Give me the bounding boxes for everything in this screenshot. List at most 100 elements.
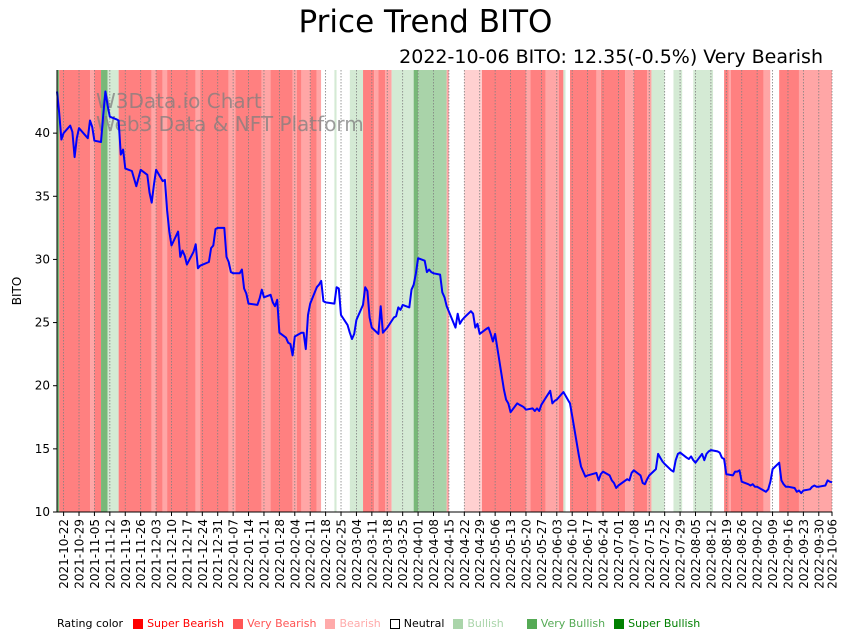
rating-band — [569, 70, 597, 512]
x-tick-label: 2022-06-10 — [566, 519, 580, 589]
y-tick-label: 35 — [35, 189, 50, 203]
x-tick-label: 2022-06-24 — [597, 519, 611, 589]
rating-band — [57, 70, 60, 512]
y-axis-label: BITO — [10, 277, 24, 306]
x-tick-label: 2022-02-04 — [288, 519, 302, 589]
x-tick-label: 2021-12-17 — [180, 519, 194, 589]
price-series — [56, 90, 833, 495]
rating-band — [162, 70, 168, 512]
x-tick-label: 2022-02-25 — [335, 519, 349, 589]
rating-band — [730, 70, 764, 512]
rating-band — [195, 70, 201, 512]
rating-band — [724, 70, 729, 512]
rating-band — [156, 70, 163, 512]
x-tick-label: 2022-01-14 — [242, 519, 256, 589]
rating-band — [228, 70, 236, 512]
y-tick-label: 10 — [35, 505, 50, 519]
rating-band — [349, 70, 364, 512]
rating-band — [565, 70, 570, 512]
y-tick-label: 25 — [35, 316, 50, 330]
legend-swatch — [614, 618, 625, 629]
rating-band — [798, 70, 832, 512]
rating-band — [413, 70, 419, 512]
rating-band — [596, 70, 601, 512]
rating-band — [600, 70, 626, 512]
rating-band — [107, 70, 119, 512]
rating-band — [673, 70, 683, 512]
x-tick-label: 2022-07-22 — [658, 519, 672, 589]
rating-band — [200, 70, 229, 512]
x-tick-label: 2021-11-26 — [134, 519, 148, 589]
x-tick-label: 2022-06-17 — [581, 519, 595, 589]
x-tick-label: 2022-04-01 — [412, 519, 426, 589]
x-tick-label: 2021-12-24 — [196, 519, 210, 589]
rating-band — [481, 70, 526, 512]
x-tick-label: 2022-01-07 — [227, 519, 241, 589]
x-tick-label: 2022-02-18 — [319, 519, 333, 589]
legend-swatch — [325, 618, 336, 629]
legend-swatch — [133, 618, 144, 629]
rating-band — [770, 70, 780, 512]
legend-label: Bullish — [467, 617, 504, 630]
rating-band — [625, 70, 634, 512]
x-tick-label: 2022-03-25 — [396, 519, 410, 589]
x-tick-label: 2021-12-31 — [211, 519, 225, 589]
rating-band — [633, 70, 648, 512]
x-tick-label: 2022-07-15 — [643, 519, 657, 589]
rating-band — [310, 70, 317, 512]
rating-band — [94, 70, 102, 512]
x-tick-label: 2022-06-03 — [550, 519, 564, 589]
rating-band — [728, 70, 731, 512]
x-tick-label: 2022-10-06 — [826, 519, 840, 589]
rating-band — [651, 70, 665, 512]
x-tick-label: 2022-09-02 — [751, 519, 765, 589]
legend-label: Very Bearish — [247, 617, 317, 630]
x-tick-label: 2022-01-28 — [273, 519, 287, 589]
rating-band — [647, 70, 652, 512]
rating-band — [90, 70, 95, 512]
x-tick-label: 2022-03-11 — [365, 519, 379, 589]
legend-swatch — [526, 618, 537, 629]
legend-item: Neutral — [389, 617, 451, 630]
legend-swatch — [453, 618, 464, 629]
rating-band — [464, 70, 482, 512]
rating-band — [270, 70, 293, 512]
y-ticks: 10 15 20 25 30 35 40 — [35, 126, 57, 519]
x-tick-label: 2022-07-08 — [627, 519, 641, 589]
x-tick-label: 2022-05-27 — [535, 519, 549, 589]
rating-band — [151, 70, 157, 512]
rating-band — [167, 70, 196, 512]
x-tick-label: 2021-11-19 — [119, 519, 133, 589]
rating-band — [525, 70, 531, 512]
legend-item: Very Bullish — [526, 617, 611, 630]
x-tick-label: 2022-04-22 — [458, 519, 472, 589]
axes — [56, 70, 832, 513]
rating-band — [763, 70, 771, 512]
rating-band — [59, 70, 91, 512]
x-tick-label: 2022-05-13 — [504, 519, 518, 589]
rating-band — [545, 70, 559, 512]
x-tick-label: 2022-01-21 — [257, 519, 271, 589]
x-ticks: 2021-10-22 2021-10-29 2021-11-05 2021-11-12… — [57, 512, 840, 589]
x-tick-label: 2022-04-15 — [442, 519, 456, 589]
y-tick-label: 30 — [35, 252, 50, 266]
x-tick-label: 2021-10-29 — [73, 519, 87, 589]
x-tick-label: 2021-10-22 — [57, 519, 71, 589]
legend-item: Bearish — [325, 617, 386, 630]
rating-band — [446, 70, 449, 512]
legend-label: Super Bearish — [147, 617, 225, 630]
rating-band — [296, 70, 302, 512]
x-tick-label: 2022-02-11 — [304, 519, 318, 589]
legend-swatch — [233, 618, 244, 629]
legend-item: Very Bearish — [233, 617, 322, 630]
x-tick-label: 2022-04-08 — [427, 519, 441, 589]
x-tick-label: 2022-08-05 — [689, 519, 703, 589]
legend-label: Very Bullish — [540, 617, 606, 630]
x-tick-label: 2021-11-12 — [103, 519, 117, 589]
rating-band — [261, 70, 271, 512]
x-tick-label: 2022-03-04 — [350, 519, 364, 589]
rating-band — [448, 70, 465, 512]
legend-item: Bullish — [453, 617, 523, 630]
x-tick-label: 2022-03-18 — [381, 519, 395, 589]
